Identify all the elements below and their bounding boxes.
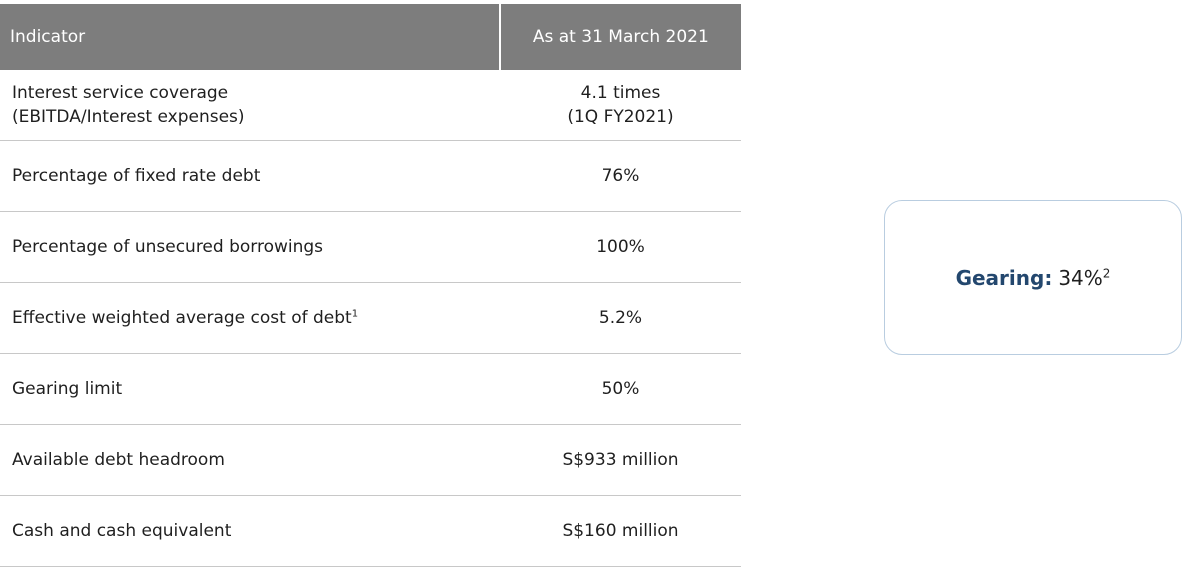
- table-header: Indicator As at 31 March 2021: [0, 4, 741, 70]
- value-cell: S$160 million: [562, 521, 679, 541]
- table-row: Effective weighted average cost of debt1…: [0, 283, 741, 354]
- indicator-cell: Effective weighted average cost of debt1: [0, 306, 500, 330]
- header-indicator: Indicator: [10, 27, 86, 47]
- table-row: Percentage of fixed rate debt 76%: [0, 141, 741, 212]
- indicator-line: Interest service coverage: [12, 83, 229, 103]
- indicator-cell: Interest service coverage (EBITDA/Intere…: [0, 81, 500, 129]
- footnote-marker: 2: [1102, 265, 1111, 280]
- table-row: Interest service coverage (EBITDA/Intere…: [0, 70, 741, 141]
- gearing-label: Gearing:: [955, 265, 1053, 290]
- table-row: Gearing limit 50%: [0, 354, 741, 425]
- indicator-line: (EBITDA/Interest expenses): [12, 107, 245, 127]
- indicator-cell: Percentage of unsecured borrowings: [12, 237, 324, 257]
- value-cell: S$933 million: [562, 450, 679, 470]
- table-row: Percentage of unsecured borrowings 100%: [0, 212, 741, 283]
- table-row: Cash and cash equivalent S$160 million: [0, 496, 741, 567]
- gearing-card: Gearing: 34%2: [884, 200, 1182, 355]
- value-cell: 5.2%: [598, 308, 643, 328]
- gearing-value: 34%2: [1058, 266, 1110, 290]
- value-cell: 76%: [601, 166, 640, 186]
- indicator-text: Effective weighted average cost of debt: [12, 308, 352, 328]
- indicator-cell: Cash and cash equivalent: [12, 521, 232, 541]
- value-line: (1Q FY2021): [567, 107, 674, 127]
- value-line: 4.1 times: [580, 83, 661, 103]
- value-cell: 50%: [601, 379, 640, 399]
- indicator-cell: Percentage of fixed rate debt: [12, 166, 261, 186]
- indicator-cell: Gearing limit: [12, 379, 123, 399]
- value-cell: 4.1 times (1Q FY2021): [500, 81, 741, 129]
- value-cell: 100%: [596, 237, 645, 257]
- header-date: As at 31 March 2021: [498, 4, 741, 70]
- debt-indicators-table: Indicator As at 31 March 2021 Interest s…: [0, 4, 741, 567]
- indicator-cell: Available debt headroom: [12, 450, 225, 470]
- footnote-marker: 1: [351, 308, 359, 320]
- gearing-value-text: 34%: [1058, 265, 1103, 290]
- table-row: Available debt headroom S$933 million: [0, 425, 741, 496]
